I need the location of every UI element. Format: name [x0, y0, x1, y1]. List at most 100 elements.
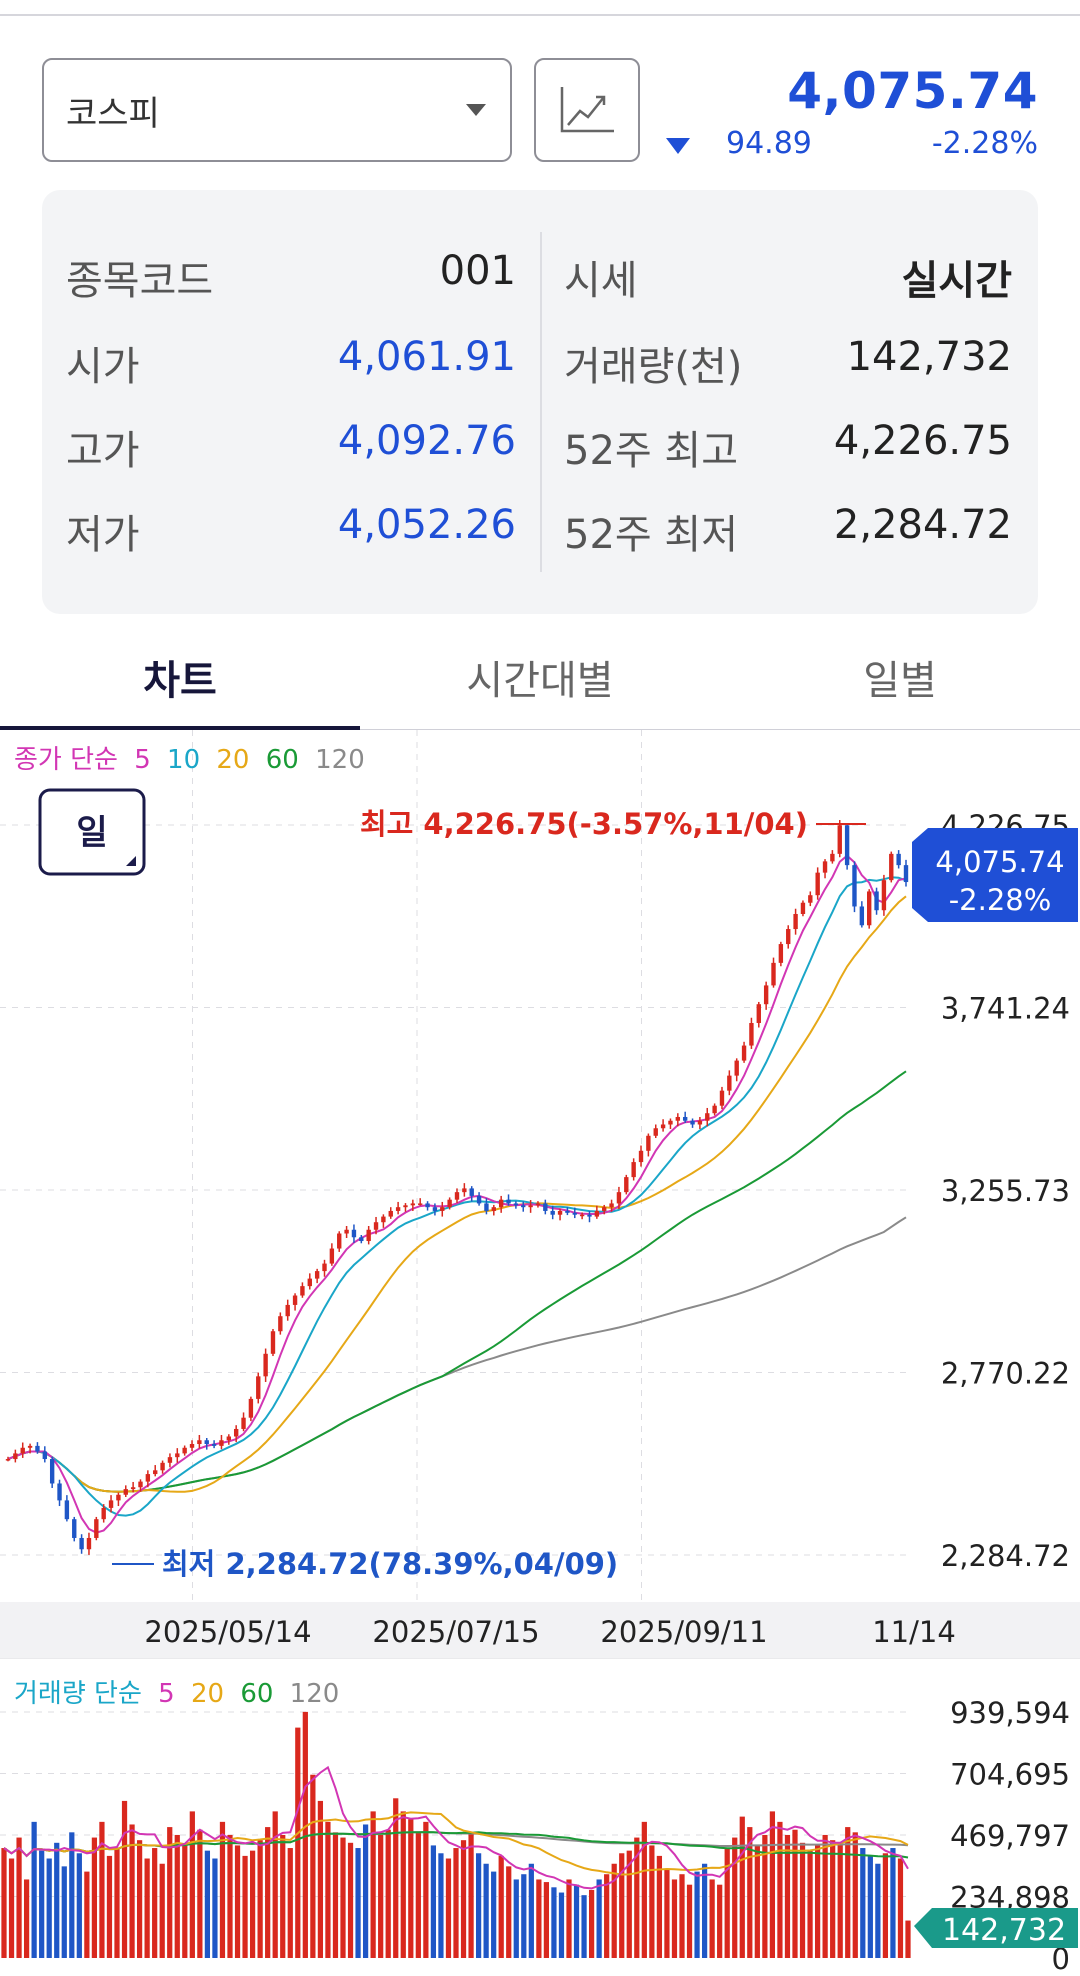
candle-body	[587, 1214, 592, 1217]
info-value: 4,092.76	[337, 418, 516, 464]
volume-bar	[347, 1842, 354, 1958]
volume-bar	[302, 1711, 308, 1958]
candle-body	[484, 1203, 489, 1211]
volume-legend-ma20: 20	[191, 1679, 224, 1709]
price-x-tick: 11/14	[872, 1615, 956, 1649]
candle-body	[653, 1128, 658, 1136]
panel-divider	[540, 232, 542, 572]
candle-body	[896, 853, 901, 866]
candle-body	[322, 1263, 327, 1272]
volume-bar	[287, 1848, 293, 1958]
line-chart-icon	[560, 87, 614, 133]
current-price: 4,075.74	[787, 62, 1038, 120]
info-value: 142,732	[846, 334, 1012, 380]
moving-average-60	[7, 1070, 907, 1493]
volume-chart[interactable]: 거래량 단순 5 20 60 120 939,594 704,695 469,797…	[0, 1658, 1080, 1976]
volume-bar	[355, 1848, 361, 1958]
volume-moving-average-20	[3, 1811, 909, 1876]
info-value: 001	[439, 248, 516, 294]
candle-body	[403, 1205, 408, 1208]
candle-body	[79, 1537, 84, 1550]
candle-body	[359, 1237, 364, 1242]
volume-y-tick: 704,695	[950, 1758, 1070, 1792]
candle-body	[189, 1444, 195, 1448]
volume-bar	[860, 1848, 866, 1958]
candle-body	[101, 1507, 106, 1520]
volume-bar	[378, 1834, 384, 1958]
candle-body	[756, 1004, 761, 1024]
volume-bar	[558, 1892, 565, 1958]
volume-bar	[664, 1868, 670, 1958]
candle-body	[903, 865, 909, 883]
high-annotation: 최고 4,226.75(-3.57%,11/04)	[360, 807, 808, 841]
volume-bar	[573, 1884, 580, 1958]
volume-bar	[830, 1840, 836, 1958]
info-label: 거래량(천)	[564, 344, 743, 390]
volume-bar	[717, 1884, 723, 1958]
candle-body	[13, 1453, 18, 1460]
tab-daily[interactable]: 일별	[863, 658, 937, 704]
volume-bar	[769, 1811, 776, 1958]
candle-body	[233, 1428, 239, 1437]
candle-body	[749, 1023, 754, 1046]
volume-bar	[340, 1837, 346, 1958]
candle-body	[410, 1203, 416, 1206]
volume-bar	[701, 1863, 708, 1958]
info-label: 종목코드	[66, 258, 214, 304]
volume-bar	[76, 1853, 82, 1958]
tab-hourly[interactable]: 시간대별	[466, 658, 614, 704]
candle-body	[565, 1210, 570, 1213]
candle-body	[351, 1229, 357, 1238]
volume-y-tick: 0	[1052, 1942, 1070, 1976]
candle-body	[256, 1376, 261, 1399]
candle-body	[241, 1417, 246, 1429]
volume-bar	[543, 1882, 550, 1958]
candle-body	[49, 1459, 55, 1484]
volume-y-tick: 469,797	[950, 1819, 1070, 1853]
volume-bar	[23, 1879, 30, 1958]
candle-body	[727, 1075, 732, 1091]
legend-ma120: 120	[315, 745, 365, 775]
candle-body	[638, 1150, 644, 1163]
candle-body	[535, 1203, 541, 1206]
volume-legend-ma5: 5	[158, 1679, 175, 1709]
volume-bar	[506, 1866, 512, 1958]
candle-body	[440, 1207, 445, 1211]
volume-bar	[317, 1800, 324, 1958]
volume-bar	[189, 1811, 195, 1958]
legend-ma5: 5	[134, 745, 151, 775]
candle-body	[5, 1459, 11, 1461]
volume-bar	[611, 1863, 617, 1958]
volume-bar	[897, 1858, 904, 1958]
candle-body	[719, 1090, 725, 1106]
volume-bar	[310, 1774, 316, 1958]
candle-body	[116, 1494, 121, 1501]
period-button[interactable]: 일	[38, 788, 146, 876]
info-value: 4,061.91	[337, 334, 516, 380]
chart-view-button[interactable]	[534, 58, 640, 162]
volume-bar	[438, 1853, 444, 1958]
candle-body	[432, 1207, 438, 1211]
candle-body	[881, 880, 887, 911]
volume-bar	[234, 1845, 241, 1958]
current-price-tag-pct: -2.28%	[949, 883, 1052, 917]
info-value: 실시간	[901, 258, 1012, 304]
current-price-tag-value: 4,075.74	[935, 845, 1064, 879]
volume-bar	[430, 1845, 437, 1958]
index-selector-dropdown[interactable]: 코스피	[42, 58, 512, 162]
candle-body	[602, 1207, 607, 1211]
volume-legend-prefix: 거래량 단순	[14, 1679, 142, 1709]
candle-body	[462, 1188, 467, 1193]
price-chart[interactable]: 종가 단순 5 10 20 60 120 일 4,226.753,741.243…	[0, 730, 1080, 1658]
volume-bar	[265, 1827, 271, 1958]
volume-bar	[460, 1840, 467, 1958]
candle-body	[366, 1229, 371, 1242]
tab-chart[interactable]: 차트	[143, 658, 217, 704]
info-label: 시세	[564, 258, 638, 304]
volume-bar	[521, 1874, 527, 1958]
info-label: 저가	[66, 512, 140, 558]
candle-body	[830, 853, 835, 862]
info-label: 52주 최고	[564, 428, 739, 474]
candle-body	[815, 872, 820, 896]
candle-body	[425, 1203, 430, 1208]
